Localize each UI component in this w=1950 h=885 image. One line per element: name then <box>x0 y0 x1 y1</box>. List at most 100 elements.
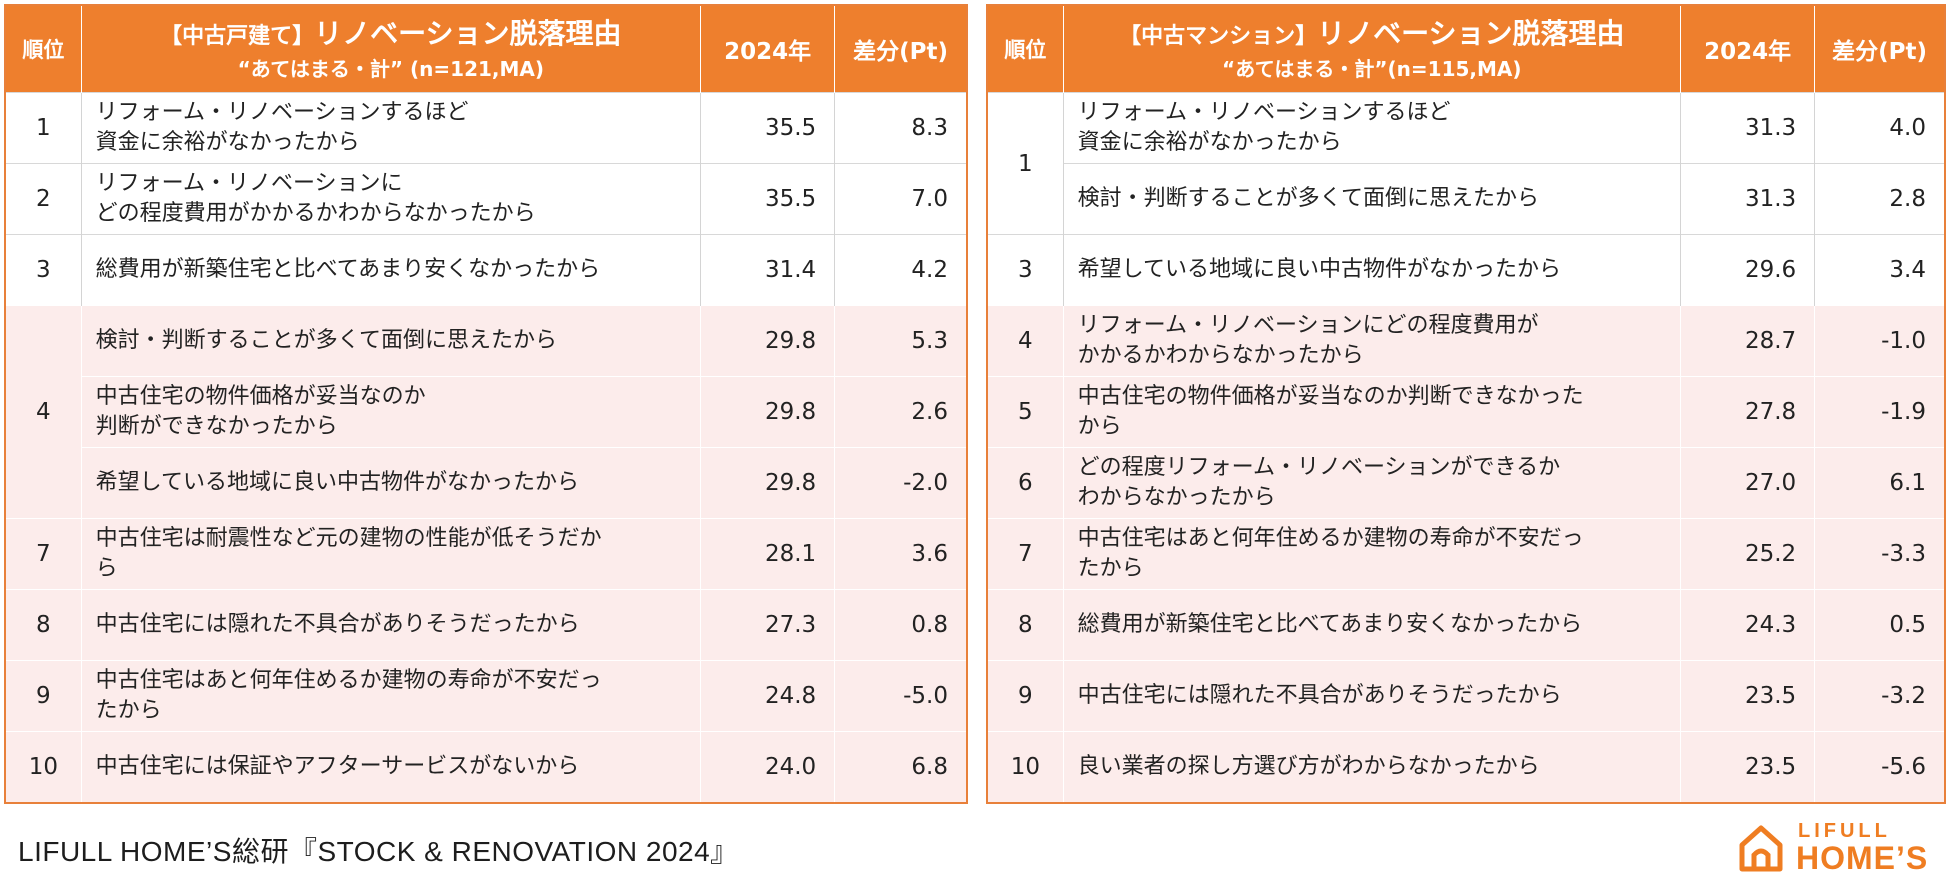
rank-cell: 1 <box>987 92 1064 235</box>
rank-cell: 2 <box>5 163 82 235</box>
rank-cell: 10 <box>5 731 82 803</box>
value-cell: 24.0 <box>700 731 836 803</box>
table-row: 5 中古住宅の物件価格が妥当なのか判断できなかった から 27.8 -1.9 <box>987 376 1945 448</box>
diff-cell: 4.2 <box>834 234 967 306</box>
diff-cell: 3.6 <box>834 518 967 590</box>
value-cell: 31.3 <box>1680 163 1816 235</box>
value-cell: 28.1 <box>700 518 836 590</box>
value-cell: 28.7 <box>1680 305 1816 377</box>
diff-cell: -5.6 <box>1814 731 1945 803</box>
value-cell: 29.8 <box>700 376 836 448</box>
rank-cell: 9 <box>5 660 82 732</box>
reason-cell: 良い業者の探し方選び方がわからなかったから <box>1063 731 1681 803</box>
reason-cell: リフォーム・リノベーションするほど 資金に余裕がなかったから <box>81 92 701 164</box>
condominium-ranking-table: 順位 【中古マンション】リノベーション脱落理由 “あてはまる・計”(n=115,… <box>986 4 1946 804</box>
rank-cell: 3 <box>987 234 1064 306</box>
reason-cell: 中古住宅はあと何年住めるか建物の寿命が不安だっ たから <box>81 660 701 732</box>
diff-cell: 0.8 <box>834 589 967 661</box>
rank-column-header: 順位 <box>986 5 1064 93</box>
table-row: 3 希望している地域に良い中古物件がなかったから 29.6 3.4 <box>987 234 1945 306</box>
diff-cell: 4.0 <box>1814 92 1945 164</box>
table-title-category: 【中古戸建て】 <box>160 23 315 49</box>
diff-column-header: 差分(Pt) <box>834 5 968 93</box>
diff-cell: -3.2 <box>1814 660 1945 732</box>
reason-cell: 検討・判断することが多くて面倒に思えたから <box>81 305 701 377</box>
table-row: 3 総費用が新築住宅と比べてあまり安くなかったから 31.4 4.2 <box>5 234 967 306</box>
table-title-category: 【中古マンション】 <box>1119 23 1318 49</box>
year-column-header: 2024年 <box>699 5 836 93</box>
rank-cell: 9 <box>987 660 1064 732</box>
diff-cell: -3.3 <box>1814 518 1945 590</box>
value-cell: 35.5 <box>700 163 836 235</box>
detached-house-ranking-table: 順位 【中古戸建て】リノベーション脱落理由 “あてはまる・計” (n=121,M… <box>4 4 968 804</box>
table-row: 9 中古住宅はあと何年住めるか建物の寿命が不安だっ たから 24.8 -5.0 <box>5 660 967 732</box>
year-column-header: 2024年 <box>1679 5 1816 93</box>
table-header-row: 順位 【中古マンション】リノベーション脱落理由 “あてはまる・計”(n=115,… <box>986 5 1946 93</box>
value-cell: 23.5 <box>1680 660 1816 732</box>
diff-cell: 0.5 <box>1814 589 1945 661</box>
rank-cell: 8 <box>5 589 82 661</box>
table-title-main: リノベーション脱落理由 <box>314 16 622 50</box>
table-row: 6 どの程度リフォーム・リノベーションができるか わからなかったから 27.0 … <box>987 447 1945 519</box>
rank-cell: 8 <box>987 589 1064 661</box>
table-row: 2 リフォーム・リノベーションに どの程度費用がかかるかわからなかったから 35… <box>5 163 967 235</box>
diff-cell: 8.3 <box>834 92 967 164</box>
value-cell: 24.8 <box>700 660 836 732</box>
reason-cell: 中古住宅は耐震性など元の建物の性能が低そうだか ら <box>81 518 701 590</box>
reason-cell: 中古住宅はあと何年住めるか建物の寿命が不安だっ たから <box>1063 518 1681 590</box>
reason-cell: リフォーム・リノベーションにどの程度費用が かかるかわからなかったから <box>1063 305 1681 377</box>
diff-cell: 6.8 <box>834 731 967 803</box>
table-row: 希望している地域に良い中古物件がなかったから 29.8 -2.0 <box>5 447 967 519</box>
rank-cell: 4 <box>987 305 1064 377</box>
value-cell: 24.3 <box>1680 589 1816 661</box>
reason-cell: リフォーム・リノベーションに どの程度費用がかかるかわからなかったから <box>81 163 701 235</box>
rank-cell: 10 <box>987 731 1064 803</box>
source-citation: LIFULL HOME’S総研『STOCK & RENOVATION 2024』 <box>18 836 739 867</box>
rank-cell: 4 <box>5 305 82 519</box>
reason-cell: リフォーム・リノベーションするほど 資金に余裕がなかったから <box>1063 92 1681 164</box>
value-cell: 29.8 <box>700 447 836 519</box>
reason-cell: 総費用が新築住宅と比べてあまり安くなかったから <box>81 234 701 306</box>
diff-cell: -5.0 <box>834 660 967 732</box>
lifull-homes-logo: LIFULL HOME’S <box>1736 820 1946 876</box>
reason-cell: どの程度リフォーム・リノベーションができるか わからなかったから <box>1063 447 1681 519</box>
reason-cell: 中古住宅には隠れた不具合がありそうだったから <box>1063 660 1681 732</box>
table-row: 検討・判断することが多くて面倒に思えたから 31.3 2.8 <box>987 163 1945 235</box>
table-title: 【中古戸建て】リノベーション脱落理由 “あてはまる・計” (n=121,MA) <box>80 5 701 93</box>
rank-cell: 1 <box>5 92 82 164</box>
logo-text-top: LIFULL <box>1798 820 1891 842</box>
rank-cell: 7 <box>987 518 1064 590</box>
diff-cell: 7.0 <box>834 163 967 235</box>
reason-cell: 希望している地域に良い中古物件がなかったから <box>1063 234 1681 306</box>
table-row: 4 リフォーム・リノベーションにどの程度費用が かかるかわからなかったから 28… <box>987 305 1945 377</box>
value-cell: 25.2 <box>1680 518 1816 590</box>
table-title: 【中古マンション】リノベーション脱落理由 “あてはまる・計”(n=115,MA) <box>1062 5 1681 93</box>
value-cell: 35.5 <box>700 92 836 164</box>
table-row: 1 リフォーム・リノベーションするほど 資金に余裕がなかったから 31.3 4.… <box>987 92 1945 235</box>
rank-cell: 5 <box>987 376 1064 448</box>
value-cell: 29.6 <box>1680 234 1816 306</box>
reason-cell: 中古住宅の物件価格が妥当なのか 判断ができなかったから <box>81 376 701 448</box>
table-row: 7 中古住宅はあと何年住めるか建物の寿命が不安だっ たから 25.2 -3.3 <box>987 518 1945 590</box>
table-header-row: 順位 【中古戸建て】リノベーション脱落理由 “あてはまる・計” (n=121,M… <box>4 5 968 93</box>
logo-text-bottom: HOME’S <box>1796 840 1929 876</box>
diff-cell: -1.0 <box>1814 305 1945 377</box>
table-row: 10 中古住宅には保証やアフターサービスがないから 24.0 6.8 <box>5 731 967 803</box>
table-title-sub: “あてはまる・計” (n=121,MA) <box>237 56 545 81</box>
diff-cell: -2.0 <box>834 447 967 519</box>
table-row: 7 中古住宅は耐震性など元の建物の性能が低そうだか ら 28.1 3.6 <box>5 518 967 590</box>
table-row: 9 中古住宅には隠れた不具合がありそうだったから 23.5 -3.2 <box>987 660 1945 732</box>
house-logo-icon <box>1739 825 1783 872</box>
value-cell: 31.4 <box>700 234 836 306</box>
reason-cell: 検討・判断することが多くて面倒に思えたから <box>1063 163 1681 235</box>
reason-cell: 希望している地域に良い中古物件がなかったから <box>81 447 701 519</box>
value-cell: 29.8 <box>700 305 836 377</box>
table-title-main: リノベーション脱落理由 <box>1317 16 1625 50</box>
table-row: 10 良い業者の探し方選び方がわからなかったから 23.5 -5.6 <box>987 731 1945 803</box>
reason-cell: 中古住宅には隠れた不具合がありそうだったから <box>81 589 701 661</box>
diff-cell: 6.1 <box>1814 447 1945 519</box>
table-row: 4 検討・判断することが多くて面倒に思えたから 29.8 5.3 <box>5 305 967 519</box>
diff-cell: 3.4 <box>1814 234 1945 306</box>
table-row: 中古住宅の物件価格が妥当なのか 判断ができなかったから 29.8 2.6 <box>5 376 967 448</box>
reason-cell: 中古住宅には保証やアフターサービスがないから <box>81 731 701 803</box>
